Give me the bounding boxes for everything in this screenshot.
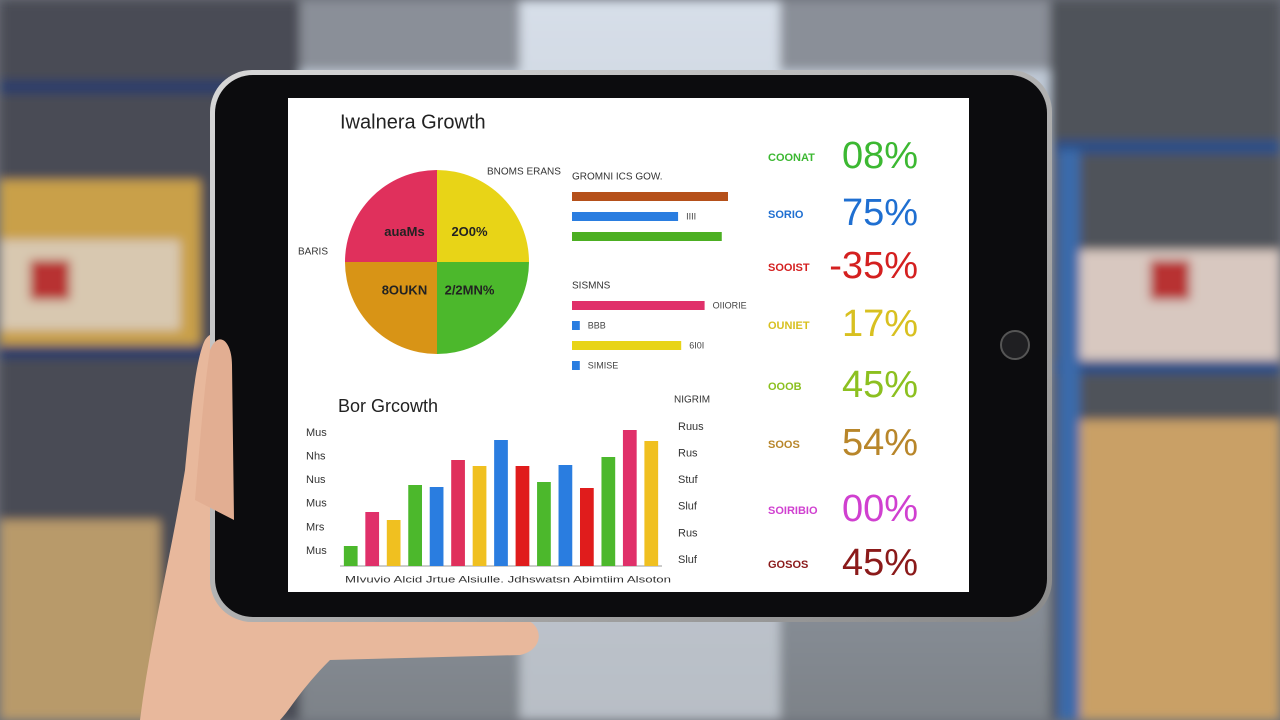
slice-label: 8OUKN [382,283,428,298]
bar [558,465,573,566]
kpi-value: 45% [842,542,918,584]
bar-label: OIIORIE [713,300,747,310]
slice-label: 2O0% [451,224,488,239]
y2-title: NIGRIM [674,395,710,406]
y2-label: Sluf [678,554,698,566]
kpi-label: OUNIET [768,320,810,332]
chart-title: Bor Grcowth [338,396,438,416]
bar [429,487,444,566]
y2-label: Sluf [678,501,698,513]
bar [572,192,728,201]
bar [451,460,465,566]
x-label: MIvuvio Alcid Jrtue Alsiulle. Jdhswatsn … [345,574,671,584]
kpi-value: 45% [842,364,918,406]
kpi-label: COONAT [768,152,815,164]
y-label: Mrs [306,521,325,533]
kpi-label: OOOB [768,381,802,393]
annotation: BNOMS ERANS [487,167,561,178]
kpi-label: GOSOS [768,559,808,571]
y-label: Nus [306,474,326,486]
bar [386,520,401,566]
bar [343,546,358,566]
kpi-value: 08% [842,135,918,177]
bar [515,466,530,566]
hand [140,332,539,720]
bar [537,482,551,566]
bar-label: BBB [588,320,606,330]
pie-slice [437,170,529,262]
kpi-label: SORIO [768,209,804,221]
bar [572,301,705,310]
kpi-value: 75% [842,192,918,234]
bar-label: SIMISE [588,360,619,370]
bar [572,232,722,241]
bar [365,512,380,566]
y-label: Mus [306,498,327,510]
kpi-value: 54% [842,422,918,464]
bar [572,341,682,350]
kpi-value: 17% [842,303,918,345]
y-label: Mus [306,545,327,557]
bar [494,440,508,566]
bar-label: 6I0I [689,340,704,350]
bar [572,212,679,221]
bar [572,321,580,330]
chart-title: Iwalnera Growth [340,111,486,133]
kpi-label: SOOIST [768,262,810,274]
home-button [1000,330,1030,360]
bar [408,485,423,566]
slice-label: auaMs [384,224,424,239]
dashboard: Iwalnera Growth BNOMS ERANS BARIS 2O0% 2/2MN… [298,111,918,584]
group-title: GROMNI ICS GOW. [572,172,663,183]
pie-slice [345,170,437,262]
bar [572,361,580,370]
pie-slice [437,262,529,354]
thumb [195,339,234,520]
bar [472,466,487,566]
y-label: Mus [306,427,327,439]
y2-label: Rus [678,448,698,460]
y2-label: Rus [678,527,698,539]
y-label: Nhs [306,451,326,463]
annotation: BARIS [298,247,328,258]
slice-label: 2/2MN% [445,283,495,298]
kpi-label: SOOS [768,439,800,451]
kpi-label: SOIRIBIO [768,505,818,517]
kpi-value: -35% [829,245,918,287]
bar [644,441,659,566]
kpi-value: 00% [842,488,918,530]
y2-label: Stuf [678,474,699,486]
group-title: SISMNS [572,281,611,292]
y2-label: Ruus [678,421,704,433]
bar [622,430,637,566]
bar-label: IIII [686,211,696,221]
bar [579,488,594,566]
bar [601,457,616,566]
pie-slice [345,262,437,354]
